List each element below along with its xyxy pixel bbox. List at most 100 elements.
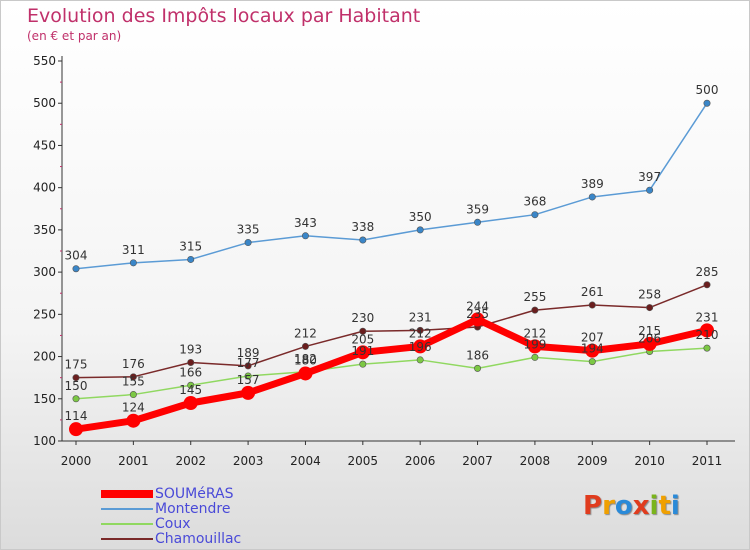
series-line-3 [75,284,708,379]
data-label: 199 [523,337,546,351]
data-point [301,232,309,240]
data-point [416,226,424,234]
data-point [588,358,596,366]
data-point [183,396,198,410]
data-point [588,193,596,201]
data-label: 335 [237,223,260,237]
data-point [700,323,714,338]
x-tick-label: 2003 [233,454,264,468]
data-point [187,255,195,263]
data-label: 177 [237,356,260,370]
data-label: 311 [122,243,145,257]
data-label: 215 [638,324,661,338]
y-tick-label: 350 [33,223,56,237]
logo-letter: r [602,491,615,521]
y-tick-label: 550 [33,54,56,68]
data-label: 166 [179,365,202,379]
data-label: 196 [409,340,432,354]
data-label: 157 [237,373,260,387]
data-label: 500 [696,83,719,97]
data-point [527,339,542,354]
data-point [298,366,313,381]
logo-letter: i [649,491,659,521]
logo-letter: P [583,491,603,521]
data-label: 261 [581,285,604,299]
data-point [646,304,654,312]
y-tick-label: 500 [33,96,56,110]
data-point [69,422,83,437]
data-point [646,186,654,194]
data-label: 255 [523,290,546,304]
data-point [531,353,539,361]
data-label: 359 [466,202,489,216]
data-point [531,211,539,219]
data-label: 182 [294,352,317,366]
data-label: 114 [65,409,88,423]
y-tick-label: 300 [33,265,56,279]
legend-label: Montendre [155,501,231,517]
data-label: 193 [179,342,202,356]
data-label: 175 [65,358,88,372]
data-point [359,327,367,335]
data-label: 205 [351,332,374,346]
data-point [241,385,256,400]
y-tick-label: 250 [33,307,56,321]
data-point [416,326,424,334]
data-point [187,358,195,366]
data-label: 155 [122,375,145,389]
legend-swatch [101,538,153,540]
proxiti-logo: Proxiti [583,491,680,521]
data-label: 207 [581,331,604,345]
data-label: 212 [294,326,317,340]
y-tick-label: 400 [33,181,56,195]
data-point [474,364,482,372]
legend-label: SOUMéRAS [155,486,234,502]
data-point [244,372,252,380]
data-label: 176 [122,357,145,371]
data-point [703,99,711,107]
data-point [129,391,137,399]
data-label: 189 [237,346,260,360]
x-tick-label: 2010 [634,454,665,468]
data-point [129,373,137,381]
chart-title: Evolution des Impôts locaux par Habitant [27,5,421,27]
data-point [187,381,195,389]
data-point [72,374,80,382]
data-label: 145 [179,383,202,397]
legend-label: Chamouillac [155,531,242,547]
data-label: 191 [351,344,374,358]
data-label: 338 [351,220,374,234]
data-label: 194 [581,342,604,356]
data-label: 186 [466,348,489,362]
data-point [72,265,80,273]
data-point [413,339,428,354]
data-point [129,259,137,267]
data-label: 212 [409,326,432,340]
data-label: 315 [179,239,202,253]
legend-swatch [101,490,153,498]
data-label: 231 [696,310,719,324]
legend-swatch [101,523,153,525]
data-label: 230 [351,311,374,325]
x-tick-label: 2002 [175,454,206,468]
data-label: 150 [65,379,88,393]
data-label: 244 [466,299,489,313]
data-point [585,343,600,358]
legend-swatch [101,508,153,510]
data-label: 235 [466,307,489,321]
x-tick-label: 2005 [348,454,379,468]
data-point [359,360,367,368]
x-tick-label: 2001 [118,454,149,468]
data-label: 285 [696,265,719,279]
logo-letter: o [614,491,633,521]
y-tick-label: 200 [33,350,56,364]
data-label: 389 [581,177,604,191]
legend-label: Coux [155,516,191,532]
series-line-1 [75,102,708,270]
data-label: 397 [638,170,661,184]
data-point [301,342,309,350]
data-label: 350 [409,210,432,224]
chart-subtitle: (en € et par an) [27,29,122,43]
data-point [642,336,657,351]
